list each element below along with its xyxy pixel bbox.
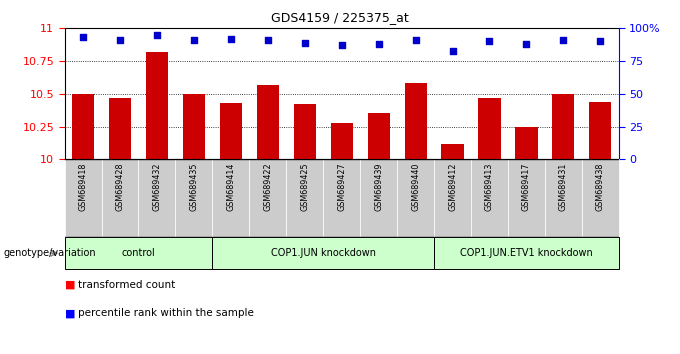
Point xyxy=(595,39,606,44)
Point xyxy=(447,48,458,53)
Bar xyxy=(220,103,242,159)
Text: GSM689427: GSM689427 xyxy=(337,162,346,211)
Bar xyxy=(508,159,545,237)
Text: COP1.JUN.ETV1 knockdown: COP1.JUN.ETV1 knockdown xyxy=(460,248,593,258)
Bar xyxy=(183,94,205,159)
Text: GSM689428: GSM689428 xyxy=(116,162,124,211)
Bar xyxy=(250,159,286,237)
Bar xyxy=(72,94,94,159)
Point xyxy=(410,37,421,43)
Text: GDS4159 / 225375_at: GDS4159 / 225375_at xyxy=(271,11,409,24)
Point xyxy=(337,42,347,48)
Point xyxy=(226,36,237,42)
Point xyxy=(484,39,495,44)
Bar xyxy=(212,159,250,237)
Bar xyxy=(582,159,619,237)
Bar xyxy=(175,159,212,237)
Text: GSM689422: GSM689422 xyxy=(263,162,272,211)
Text: GSM689431: GSM689431 xyxy=(559,162,568,211)
Point xyxy=(262,37,273,43)
Text: percentile rank within the sample: percentile rank within the sample xyxy=(78,308,254,318)
Bar xyxy=(405,83,426,159)
Text: GSM689440: GSM689440 xyxy=(411,162,420,211)
Point xyxy=(299,40,310,46)
Bar xyxy=(434,159,471,237)
Text: GSM689412: GSM689412 xyxy=(448,162,457,211)
Text: control: control xyxy=(122,248,155,258)
Point xyxy=(114,37,125,43)
Text: COP1.JUN knockdown: COP1.JUN knockdown xyxy=(271,248,376,258)
Bar xyxy=(294,104,316,159)
Bar xyxy=(286,159,323,237)
Bar xyxy=(441,144,464,159)
Bar xyxy=(65,159,101,237)
Bar xyxy=(109,98,131,159)
Text: genotype/variation: genotype/variation xyxy=(3,248,96,258)
Bar xyxy=(212,237,434,269)
Bar xyxy=(146,52,168,159)
Bar xyxy=(434,237,619,269)
Text: GSM689432: GSM689432 xyxy=(152,162,161,211)
Text: GSM689439: GSM689439 xyxy=(374,162,383,211)
Text: GSM689418: GSM689418 xyxy=(79,162,88,211)
Point xyxy=(558,37,569,43)
Bar xyxy=(590,102,611,159)
Text: ■: ■ xyxy=(65,280,75,290)
Bar xyxy=(471,159,508,237)
Text: GSM689413: GSM689413 xyxy=(485,162,494,211)
Text: GSM689414: GSM689414 xyxy=(226,162,235,211)
Text: GSM689417: GSM689417 xyxy=(522,162,531,211)
Text: GSM689435: GSM689435 xyxy=(190,162,199,211)
Point xyxy=(373,41,384,47)
Point xyxy=(78,35,88,40)
Bar xyxy=(545,159,582,237)
Bar xyxy=(257,85,279,159)
Point xyxy=(521,41,532,47)
Bar xyxy=(397,159,434,237)
Text: transformed count: transformed count xyxy=(78,280,175,290)
Bar xyxy=(479,98,500,159)
Bar xyxy=(360,159,397,237)
Point xyxy=(188,37,199,43)
Point xyxy=(152,32,163,38)
Bar xyxy=(323,159,360,237)
Text: GSM689438: GSM689438 xyxy=(596,162,605,211)
Bar xyxy=(65,237,212,269)
Text: GSM689425: GSM689425 xyxy=(301,162,309,211)
Bar xyxy=(330,122,353,159)
Bar xyxy=(101,159,139,237)
Text: ■: ■ xyxy=(65,308,75,318)
Bar xyxy=(515,126,537,159)
Bar xyxy=(368,113,390,159)
Bar xyxy=(139,159,175,237)
Bar xyxy=(552,94,575,159)
